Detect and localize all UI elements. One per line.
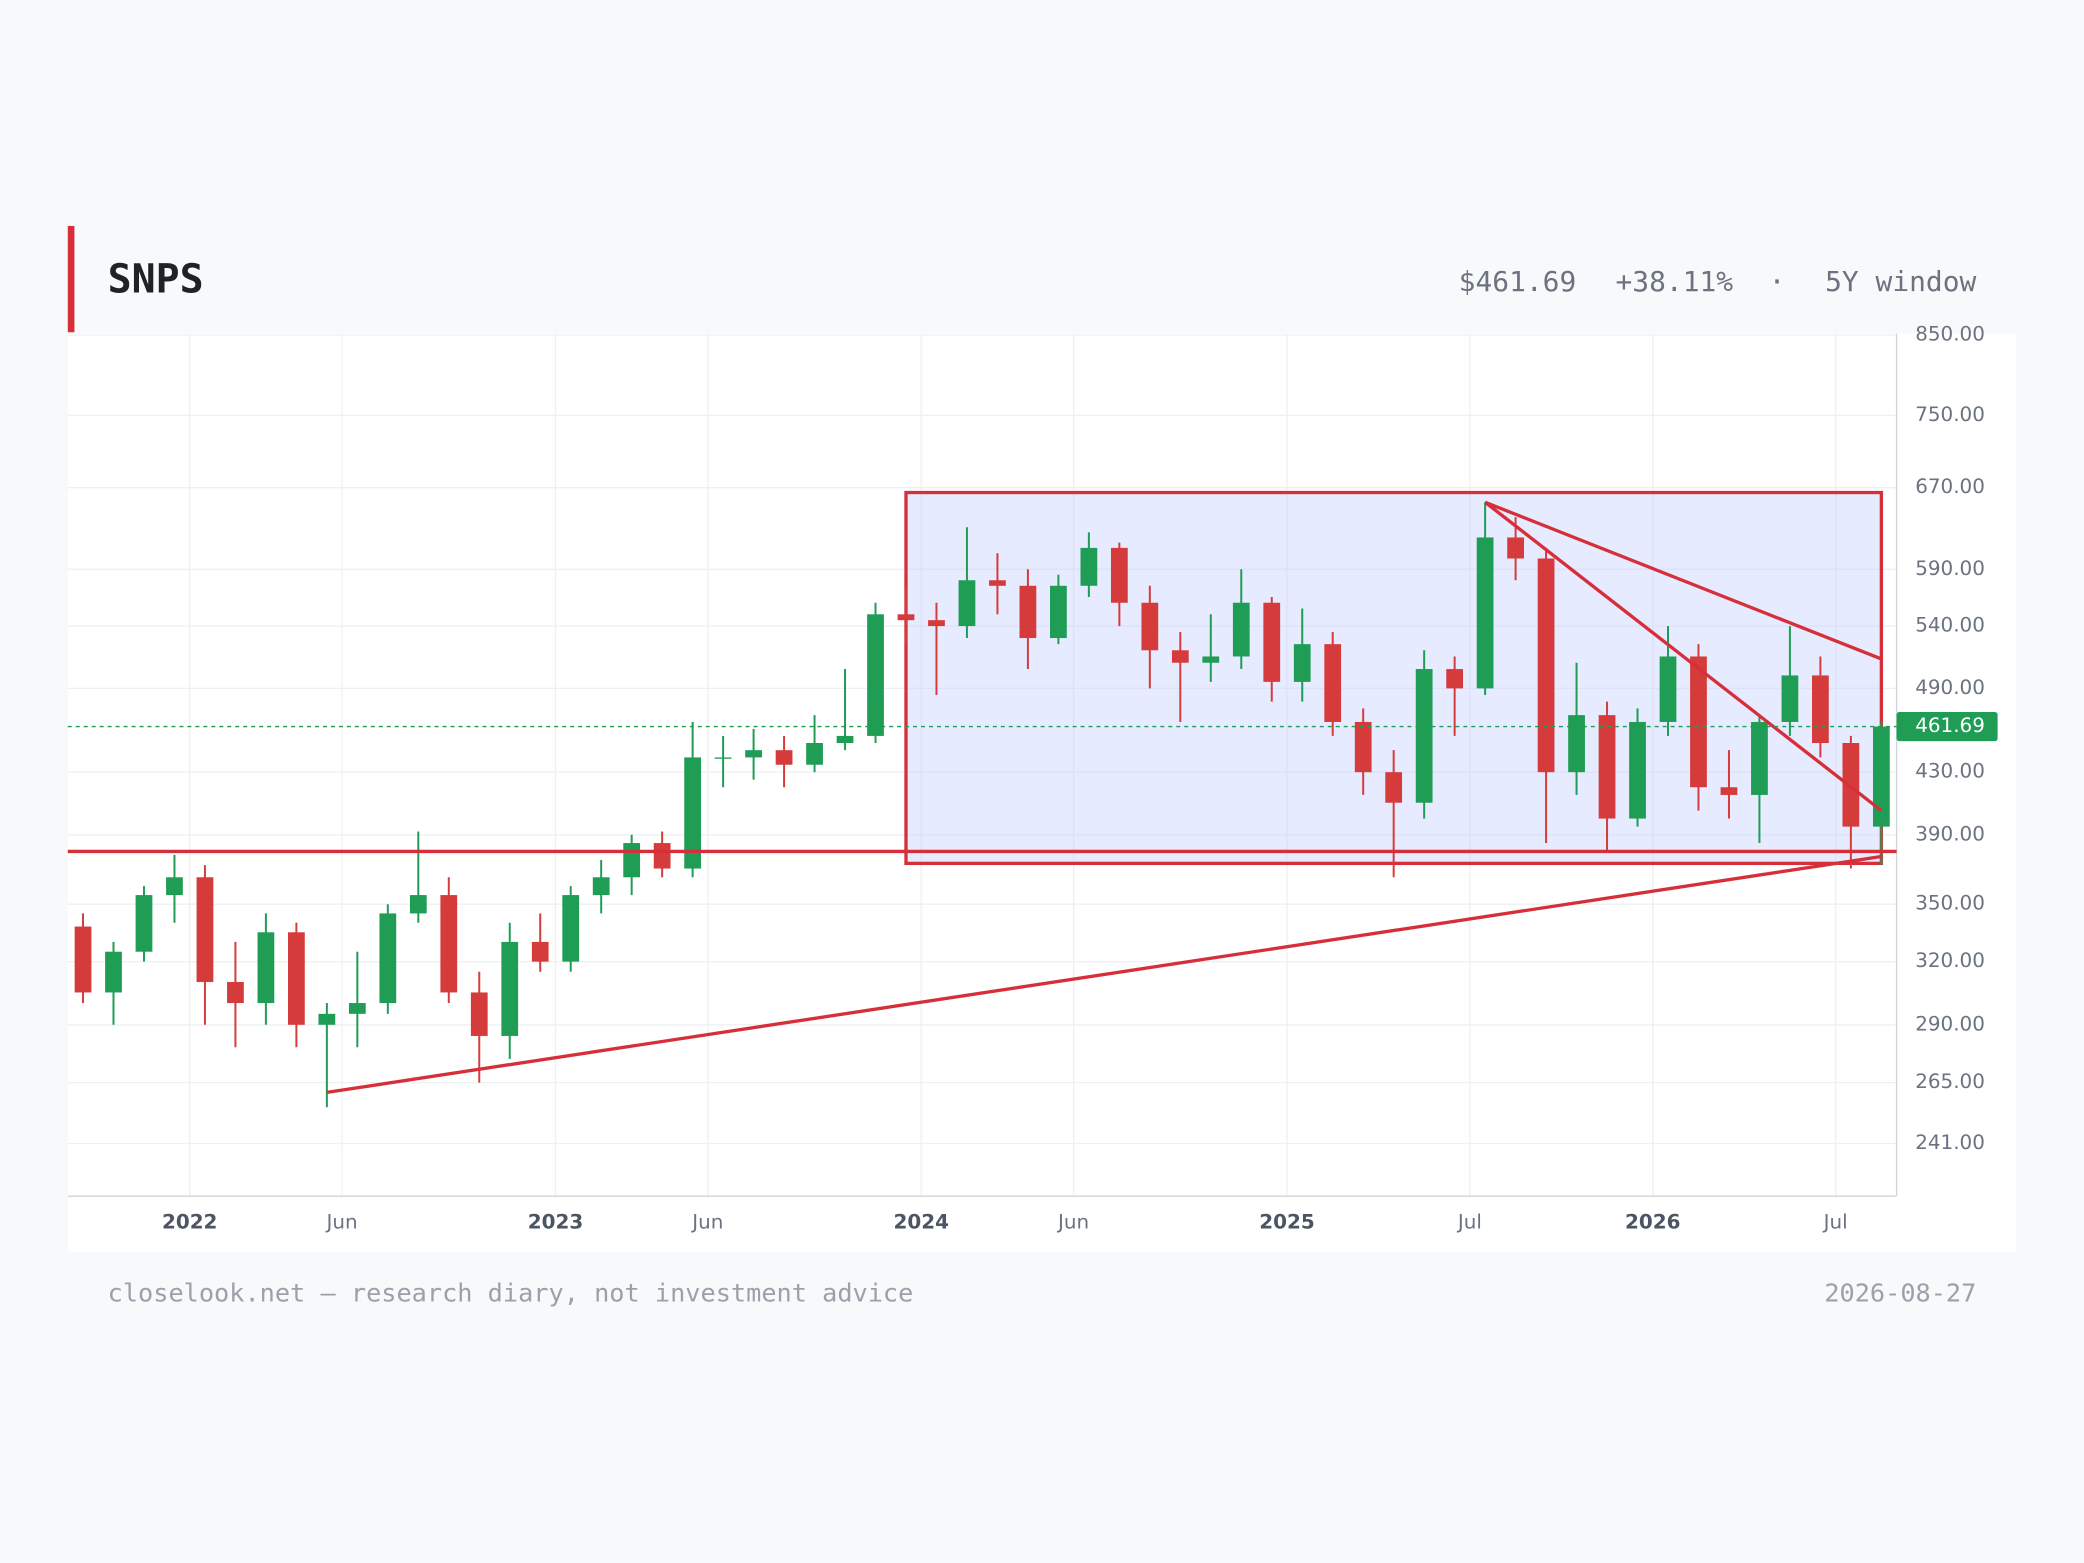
candle-body xyxy=(836,735,854,744)
candle-body xyxy=(1293,644,1311,682)
candle-body xyxy=(1507,537,1524,559)
window: 5Y window xyxy=(1825,265,1976,298)
plot: 241.00 265.00 290.00 320.00 350.00 390.00 430.… xyxy=(67,323,1998,1233)
candle-body xyxy=(1202,656,1220,663)
candle-body xyxy=(348,1003,366,1014)
y-tick-label: 590.00 xyxy=(1915,557,1985,580)
candle-body xyxy=(409,895,427,914)
candle-body xyxy=(1476,537,1494,689)
last-price-tag xyxy=(1896,711,1998,742)
candle-body xyxy=(1537,558,1555,773)
change: +38.11% xyxy=(1616,265,1734,298)
candle-body xyxy=(440,895,458,993)
candle-body xyxy=(1385,772,1403,803)
candle-body xyxy=(1171,650,1189,663)
candle-body xyxy=(714,757,732,759)
x-tick-label: 2022 xyxy=(162,1210,217,1233)
candle-body xyxy=(1812,675,1829,744)
separator: · xyxy=(1769,265,1786,298)
candle-body xyxy=(928,620,945,627)
candle-body xyxy=(135,895,153,952)
trend-line xyxy=(1484,500,1882,661)
candle-body xyxy=(1751,721,1768,795)
candle-body xyxy=(1354,721,1372,773)
candle-body xyxy=(1263,602,1281,682)
candle-body xyxy=(1659,656,1677,722)
y-tick-label: 750.00 xyxy=(1915,403,1985,426)
candle-body xyxy=(166,877,183,896)
candle-body xyxy=(1690,656,1707,788)
footer-source: closelook.net — research diary, not inve… xyxy=(108,1279,914,1308)
chart-panel xyxy=(67,333,2017,1252)
candle-body xyxy=(1872,726,1890,827)
x-tick-label: 2024 xyxy=(894,1210,949,1233)
y-tick-label: 241.00 xyxy=(1915,1131,1985,1154)
candle-body xyxy=(1019,585,1037,639)
last-price-label: 461.69 xyxy=(1915,714,1985,737)
candle-body xyxy=(105,951,122,993)
trend-line xyxy=(326,854,1882,1095)
footer-date: 2026-08-27 xyxy=(1824,1279,1976,1308)
candle-body xyxy=(288,932,305,1025)
candle-body xyxy=(531,941,549,962)
candle-body xyxy=(1781,675,1799,722)
candle-body xyxy=(1050,585,1067,639)
candle-body xyxy=(623,843,641,878)
candle-body xyxy=(196,877,214,983)
y-tick-label: 390.00 xyxy=(1915,822,1985,845)
candle-body xyxy=(1629,721,1646,819)
x-tick-label: 2025 xyxy=(1259,1210,1314,1233)
candle-body xyxy=(653,843,671,869)
y-tick-label: 290.00 xyxy=(1915,1012,1985,1035)
y-tick-label: 265.00 xyxy=(1915,1070,1985,1093)
candle-body xyxy=(958,580,976,627)
candle-body xyxy=(775,750,793,765)
candle-body xyxy=(227,982,244,1004)
candle-body xyxy=(897,614,915,621)
y-tick-label: 320.00 xyxy=(1915,949,1985,972)
candle-body xyxy=(470,992,488,1036)
candle-body xyxy=(74,926,92,993)
candle-body xyxy=(1324,644,1342,722)
candle-body xyxy=(592,877,610,896)
y-tick-label: 490.00 xyxy=(1915,676,1985,699)
candle-body xyxy=(745,750,762,758)
ticker: SNPS xyxy=(108,256,204,302)
price: $461.69 xyxy=(1459,265,1577,298)
y-tick-label: 850.00 xyxy=(1915,323,1985,346)
x-tick-label: Jun xyxy=(325,1210,358,1233)
y-tick-label: 430.00 xyxy=(1915,760,1985,783)
x-tick-label: 2026 xyxy=(1625,1210,1680,1233)
x-tick-label: Jun xyxy=(1056,1210,1089,1233)
candle-body xyxy=(257,932,275,1004)
x-tick-label: Jul xyxy=(1456,1210,1482,1233)
y-tick-label: 670.00 xyxy=(1915,475,1985,498)
candle-body xyxy=(1080,547,1098,586)
candle-body xyxy=(806,743,823,765)
candle-body xyxy=(1720,787,1738,795)
candle-body xyxy=(1232,602,1250,657)
accent-bar xyxy=(67,225,75,333)
y-tick-label: 350.00 xyxy=(1915,892,1985,915)
candle-body xyxy=(684,757,702,869)
candle-body xyxy=(501,941,519,1036)
x-tick-label: 2023 xyxy=(528,1210,583,1233)
trend-line xyxy=(1484,500,1883,812)
candle-body xyxy=(562,895,580,962)
candle-body xyxy=(867,614,884,736)
candle-body xyxy=(379,913,397,1004)
candle-body xyxy=(318,1013,336,1025)
candle-body xyxy=(1110,547,1128,603)
candle-body xyxy=(1598,715,1616,819)
x-tick-label: Jul xyxy=(1822,1210,1848,1233)
candle-body xyxy=(989,580,1006,586)
y-tick-label: 540.00 xyxy=(1915,614,1985,637)
x-tick-label: Jun xyxy=(690,1210,723,1233)
candle-body xyxy=(1415,669,1433,803)
candle-body xyxy=(1141,602,1159,651)
candle-body xyxy=(1446,669,1464,689)
candle-body xyxy=(1568,715,1585,773)
